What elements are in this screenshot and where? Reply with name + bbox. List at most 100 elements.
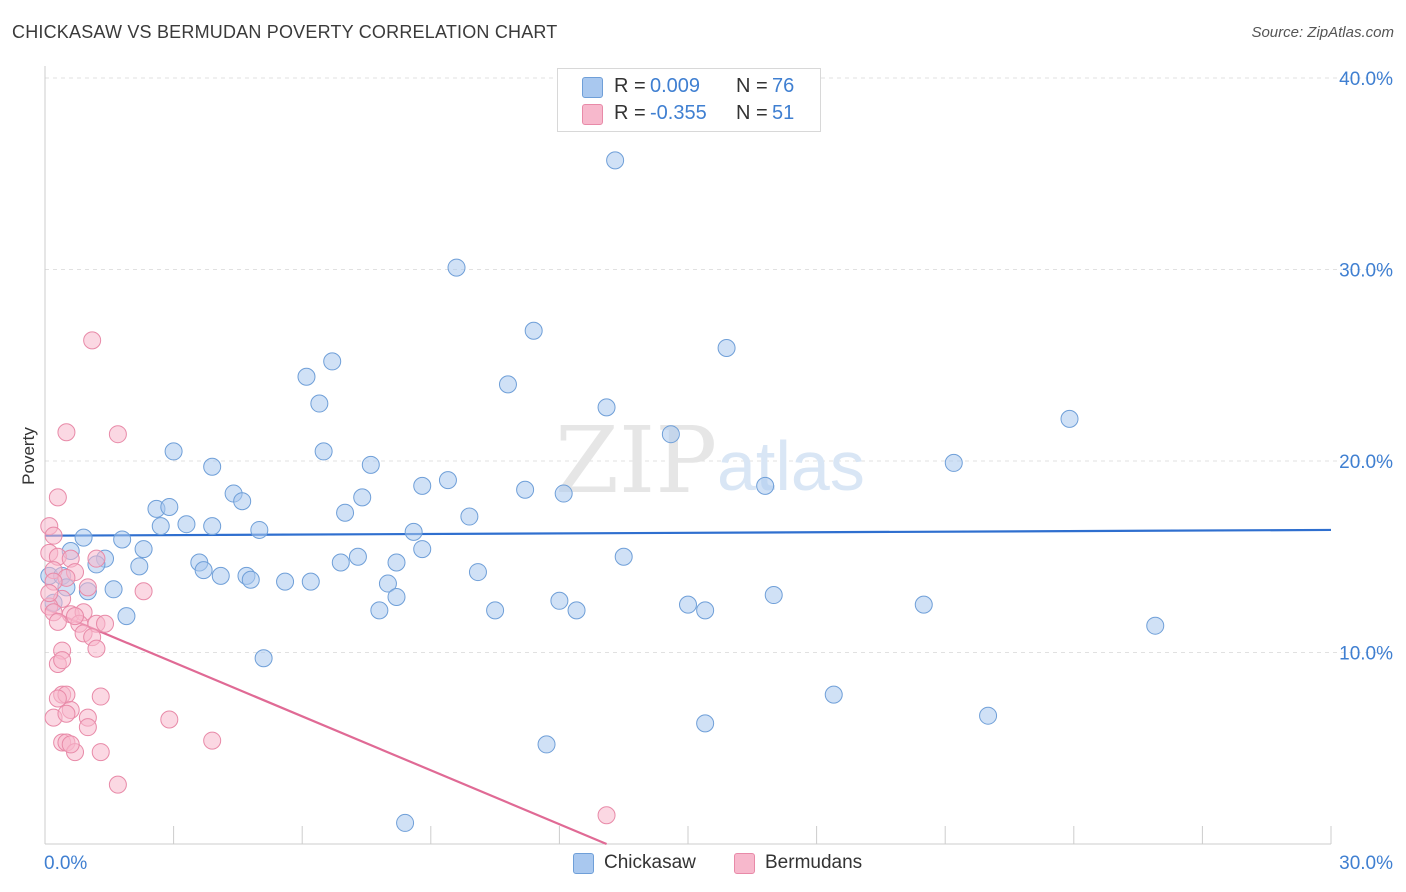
watermark-atlas: atlas — [717, 427, 865, 505]
point-bermudans — [91, 743, 110, 762]
point-chickasaw — [130, 557, 149, 576]
point-bermudans — [78, 578, 97, 597]
point-chickasaw — [1146, 616, 1165, 635]
correlation-legend: R = 0.009 N = 76 R = -0.355 N = 51 — [557, 68, 821, 132]
legend-r-label: R = — [614, 102, 646, 124]
point-chickasaw — [413, 476, 432, 495]
point-chickasaw — [404, 522, 423, 541]
point-bermudans — [48, 612, 67, 631]
chart-title: CHICKASAW VS BERMUDAN POVERTY CORRELATIO… — [12, 22, 558, 42]
point-chickasaw — [134, 540, 153, 559]
point-bermudans — [57, 423, 76, 442]
legend-r-label: R = — [614, 75, 646, 97]
point-chickasaw — [361, 455, 380, 474]
legend-label-chickasaw: Chickasaw — [604, 852, 696, 873]
point-chickasaw — [211, 566, 230, 585]
point-bermudans — [61, 735, 80, 754]
point-chickasaw — [151, 517, 170, 536]
point-chickasaw — [567, 601, 586, 620]
point-chickasaw — [468, 563, 487, 582]
point-chickasaw — [1060, 409, 1079, 428]
point-chickasaw — [323, 352, 342, 371]
data-points — [40, 151, 1165, 832]
point-chickasaw — [297, 367, 316, 386]
point-chickasaw — [486, 601, 505, 620]
point-chickasaw — [460, 507, 479, 526]
point-chickasaw — [370, 601, 389, 620]
point-chickasaw — [438, 471, 457, 490]
legend-n-label: N = — [736, 75, 768, 97]
point-chickasaw — [301, 572, 320, 591]
point-chickasaw — [241, 570, 260, 589]
point-chickasaw — [661, 425, 680, 444]
legend-n-value: 76 — [772, 75, 795, 97]
point-bermudans — [40, 584, 59, 603]
legend-swatch-bermudans — [582, 104, 603, 125]
point-chickasaw — [254, 649, 273, 668]
point-bermudans — [66, 607, 85, 626]
trend-line-bermudans — [44, 607, 607, 846]
legend-r-value: 0.009 — [650, 75, 701, 97]
legend-r-value: -0.355 — [650, 102, 707, 124]
legend-swatch-chickasaw — [573, 853, 594, 874]
point-bermudans — [53, 651, 72, 670]
tick-labels: 10.0% 20.0% 30.0% 40.0% 0.0% 30.0% — [44, 69, 1393, 874]
y-tick-label: 30.0% — [1339, 261, 1393, 282]
point-chickasaw — [160, 497, 179, 516]
point-chickasaw — [614, 547, 633, 566]
watermark: ZIP atlas — [555, 407, 865, 514]
y-tick-label: 20.0% — [1339, 452, 1393, 473]
point-chickasaw — [164, 442, 183, 461]
y-tick-label: 40.0% — [1339, 69, 1393, 90]
point-chickasaw — [203, 517, 222, 536]
point-chickasaw — [233, 492, 252, 511]
point-chickasaw — [336, 503, 355, 522]
point-bermudans — [87, 639, 106, 658]
point-chickasaw — [756, 476, 775, 495]
point-chickasaw — [387, 587, 406, 606]
point-chickasaw — [396, 813, 415, 832]
legend-swatch-chickasaw — [582, 77, 603, 98]
point-chickasaw — [524, 321, 543, 340]
x-tick-label: 0.0% — [44, 853, 87, 874]
point-chickasaw — [314, 442, 333, 461]
point-chickasaw — [696, 714, 715, 733]
point-chickasaw — [276, 572, 295, 591]
watermark-zip: ZIP — [555, 407, 717, 514]
point-chickasaw — [194, 561, 213, 580]
point-chickasaw — [177, 515, 196, 534]
point-chickasaw — [113, 530, 132, 549]
point-chickasaw — [554, 484, 573, 503]
trend-line-chickasaw — [44, 528, 1332, 537]
point-bermudans — [83, 331, 102, 350]
point-chickasaw — [696, 601, 715, 620]
point-chickasaw — [606, 151, 625, 170]
point-chickasaw — [104, 580, 123, 599]
axes — [44, 66, 1332, 845]
point-chickasaw — [979, 706, 998, 725]
point-chickasaw — [250, 520, 269, 539]
point-chickasaw — [117, 607, 136, 626]
point-bermudans — [48, 488, 67, 507]
chart-source: Source: ZipAtlas.com — [1251, 24, 1394, 41]
legend-swatch-bermudans — [734, 853, 755, 874]
grid-lines — [45, 77, 1391, 653]
point-bermudans — [108, 775, 127, 794]
point-chickasaw — [550, 591, 569, 610]
point-chickasaw — [447, 258, 466, 277]
point-bermudans — [597, 806, 616, 825]
point-chickasaw — [348, 547, 367, 566]
point-chickasaw — [413, 540, 432, 559]
y-tick-label: 10.0% — [1339, 644, 1393, 665]
point-bermudans — [160, 710, 179, 729]
point-chickasaw — [203, 457, 222, 476]
point-chickasaw — [764, 586, 783, 605]
point-bermudans — [203, 731, 222, 750]
x-tick-label: 30.0% — [1339, 853, 1393, 874]
point-bermudans — [91, 687, 110, 706]
point-chickasaw — [537, 735, 556, 754]
point-bermudans — [44, 526, 63, 545]
point-chickasaw — [824, 685, 843, 704]
point-chickasaw — [717, 339, 736, 358]
